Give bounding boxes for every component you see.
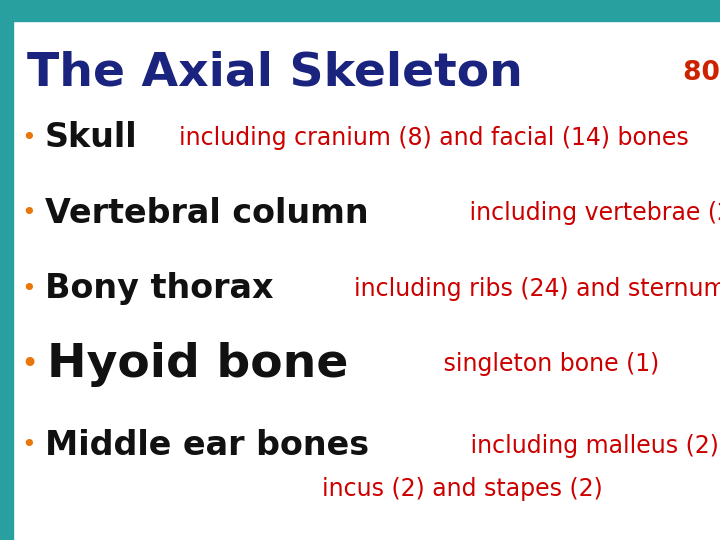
Text: including malleus (2),: including malleus (2), bbox=[463, 434, 720, 457]
Text: Bony thorax: Bony thorax bbox=[45, 272, 273, 306]
Text: •: • bbox=[20, 350, 38, 379]
Text: •: • bbox=[22, 277, 36, 301]
Text: including cranium (8) and facial (14) bones: including cranium (8) and facial (14) bo… bbox=[164, 126, 689, 150]
Text: Hyoid bone: Hyoid bone bbox=[47, 342, 348, 387]
FancyBboxPatch shape bbox=[0, 0, 13, 540]
Text: The Axial Skeleton: The Axial Skeleton bbox=[27, 50, 523, 96]
Text: 80 bones: 80 bones bbox=[675, 60, 720, 86]
Text: including ribs (24) and sternum (1): including ribs (24) and sternum (1) bbox=[339, 277, 720, 301]
Text: •: • bbox=[22, 201, 36, 225]
Text: incus (2) and stapes (2): incus (2) and stapes (2) bbox=[323, 477, 603, 501]
Text: Middle ear bones: Middle ear bones bbox=[45, 429, 369, 462]
Text: singleton bone (1): singleton bone (1) bbox=[436, 353, 659, 376]
Text: •: • bbox=[22, 126, 36, 150]
Text: •: • bbox=[22, 434, 36, 457]
Text: Vertebral column: Vertebral column bbox=[45, 197, 368, 230]
FancyBboxPatch shape bbox=[0, 0, 720, 21]
Text: including vertebrae (26) bones: including vertebrae (26) bones bbox=[462, 201, 720, 225]
Text: Skull: Skull bbox=[45, 121, 138, 154]
